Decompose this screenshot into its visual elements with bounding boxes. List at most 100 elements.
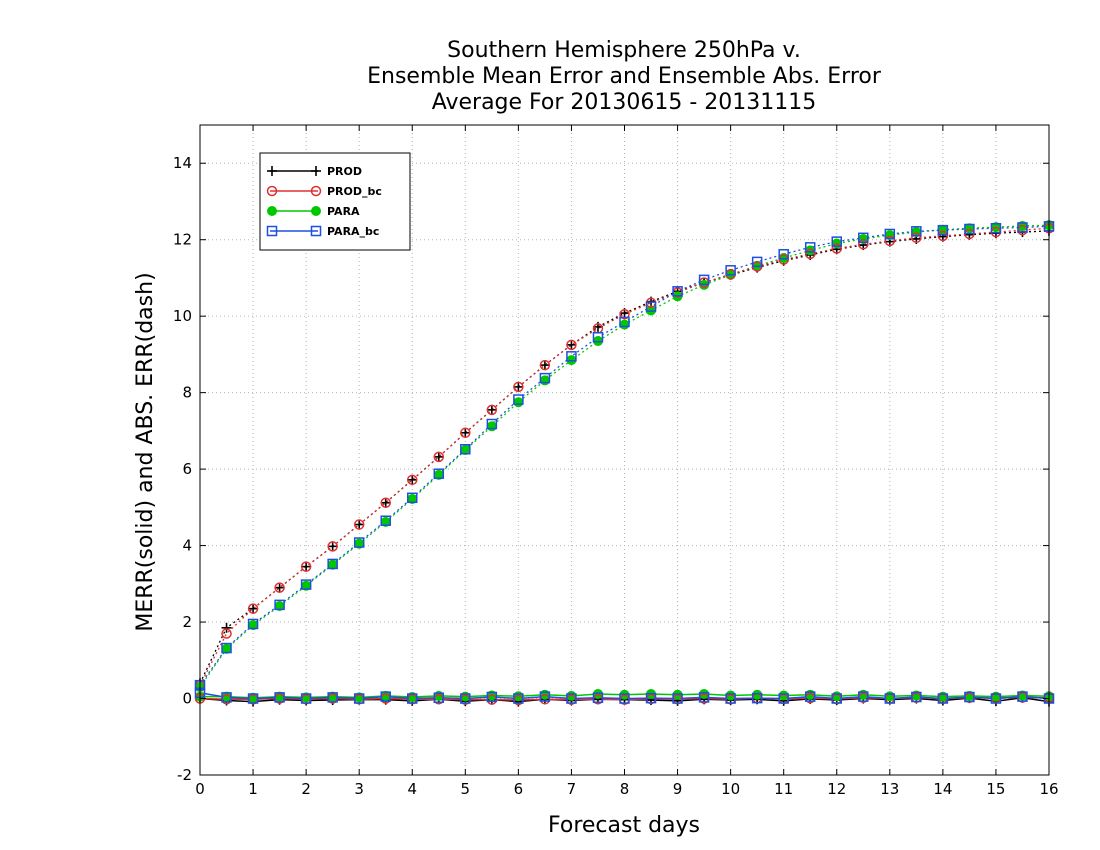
y-tick-label: -2 [177, 766, 192, 784]
chart-title-line-1: Southern Hemisphere 250hPa v. [447, 38, 801, 63]
data-point-abs-PROD [460, 427, 471, 438]
data-point-abs-PARA_bc [804, 242, 816, 253]
data-point-merr-PARA_bc [831, 693, 842, 704]
data-point-abs-PARA_bc [300, 579, 312, 590]
data-point-abs-PARA_bc [698, 274, 710, 286]
data-point-merr-PARA_bc [1017, 691, 1028, 702]
data-point-abs-PROD_bc [831, 243, 842, 254]
data-point-abs-PROD_bc [380, 497, 391, 509]
data-point-abs-PARA_bc [566, 351, 577, 362]
data-point-abs-PARA_bc [964, 223, 975, 235]
legend-marker-PARA [267, 206, 277, 216]
legend-label-PROD_bc: PROD_bc [327, 185, 382, 198]
data-point-merr-PARA_bc [486, 691, 498, 703]
data-point-abs-PARA_bc [884, 228, 896, 240]
data-point-merr-PARA_bc [619, 693, 630, 704]
data-point-abs-PROD_bc [327, 541, 338, 552]
x-tick-label: 9 [673, 780, 683, 798]
data-point-abs-PARA_bc [672, 286, 683, 297]
data-point-merr-PARA_bc [592, 692, 604, 704]
data-point-abs-PROD [486, 404, 497, 415]
x-tick-label: 0 [195, 780, 205, 798]
x-tick-label: 10 [721, 780, 740, 798]
y-tick-label: 4 [182, 537, 192, 555]
data-point-abs-PROD_bc [433, 451, 445, 463]
data-point-merr-PARA_bc [884, 693, 896, 704]
data-point-abs-PARA_bc [911, 226, 922, 237]
x-tick-label: 2 [301, 780, 311, 798]
y-axis-label: MERR(solid) and ABS. ERR(dash) [133, 272, 158, 631]
x-tick-label: 12 [827, 780, 846, 798]
legend-marker-PROD_bc [310, 185, 322, 197]
y-tick-label: 12 [173, 231, 192, 249]
data-point-abs-PARA_bc [353, 537, 365, 548]
legend-marker-PARA_bc [310, 225, 322, 237]
legend-marker-PROD [267, 166, 277, 176]
data-point-merr-PARA_bc [725, 693, 736, 704]
x-axis-label: Forecast days [548, 813, 700, 838]
data-point-abs-PROD_bc [778, 254, 789, 265]
data-point-abs-PARA_bc [539, 372, 551, 384]
data-point-abs-PROD [248, 603, 259, 614]
legend-label-PARA: PARA [327, 205, 360, 218]
data-point-merr-PARA_bc [274, 692, 285, 703]
data-point-abs-PROD_bc [486, 404, 498, 416]
data-point-abs-PARA_bc [778, 248, 789, 260]
series-line-abs-PARA_bc [199, 225, 1050, 686]
data-point-abs-PARA_bc [645, 301, 657, 312]
legend-marker-PROD_bc [266, 185, 278, 197]
y-tick-label: 8 [182, 384, 192, 402]
legend-marker-PARA_bc [266, 225, 278, 237]
data-point-abs-PROD_bc [353, 519, 365, 530]
x-tick-label: 11 [774, 780, 793, 798]
data-point-abs-PROD_bc [884, 235, 896, 247]
y-tick-label: 6 [182, 460, 192, 478]
y-tick-label: 2 [182, 613, 192, 631]
data-point-abs-PROD_bc [221, 628, 232, 639]
y-tick-label: 10 [173, 307, 192, 325]
data-point-merr-PARA_bc [327, 692, 338, 703]
x-tick-label: 3 [354, 780, 364, 798]
data-point-abs-PROD [380, 497, 391, 508]
x-tick-label: 6 [514, 780, 524, 798]
legend-label-PARA_bc: PARA_bc [327, 225, 379, 238]
data-point-merr-PARA_bc [566, 693, 577, 704]
data-point-abs-PARA_bc [751, 256, 763, 268]
data-point-merr-PARA_bc [990, 693, 1002, 704]
data-point-abs-PARA_bc [831, 236, 842, 247]
data-point-abs-PARA_bc [221, 642, 232, 654]
data-point-abs-PROD [301, 561, 312, 572]
data-point-abs-PROD_bc [619, 309, 630, 320]
data-point-merr-PARA_bc [804, 691, 816, 702]
x-tick-label: 4 [407, 780, 417, 798]
data-point-abs-PARA [539, 375, 550, 386]
series-line-abs-PROD_bc [199, 227, 1050, 686]
data-point-abs-PROD [539, 360, 550, 371]
data-point-abs-PARA_bc [327, 558, 338, 570]
data-point-abs-PARA_bc [460, 443, 471, 455]
data-point-merr-PARA_bc [778, 693, 789, 704]
data-point-abs-PARA [619, 319, 630, 330]
data-point-abs-PROD_bc [911, 232, 922, 244]
data-point-merr-PARA_bc [300, 693, 312, 704]
data-point-abs-PARA_bc [380, 515, 391, 526]
data-point-abs-PROD [566, 339, 577, 350]
data-point-merr-PARA_bc [672, 693, 683, 704]
data-point-merr-PARA_bc [513, 693, 524, 704]
data-point-merr-PARA_bc [221, 692, 232, 703]
data-point-merr-PARA_bc [698, 692, 710, 703]
data-point-merr-PARA_bc [911, 691, 922, 703]
x-tick-label: 7 [567, 780, 577, 798]
legend-box [259, 152, 411, 251]
chart-title-line-3: Average For 20130615 - 20131115 [432, 90, 817, 115]
data-point-merr-PARA_bc [353, 693, 365, 704]
data-point-abs-PROD_bc [460, 427, 471, 439]
data-point-abs-PARA_bc [1017, 222, 1028, 233]
legend-marker-PARA [311, 206, 321, 216]
data-point-merr-PARA_bc [858, 691, 869, 702]
data-point-abs-PROD_bc [804, 248, 816, 260]
data-point-merr-PARA_bc [407, 693, 418, 704]
data-point-abs-PROD_bc [407, 474, 418, 486]
